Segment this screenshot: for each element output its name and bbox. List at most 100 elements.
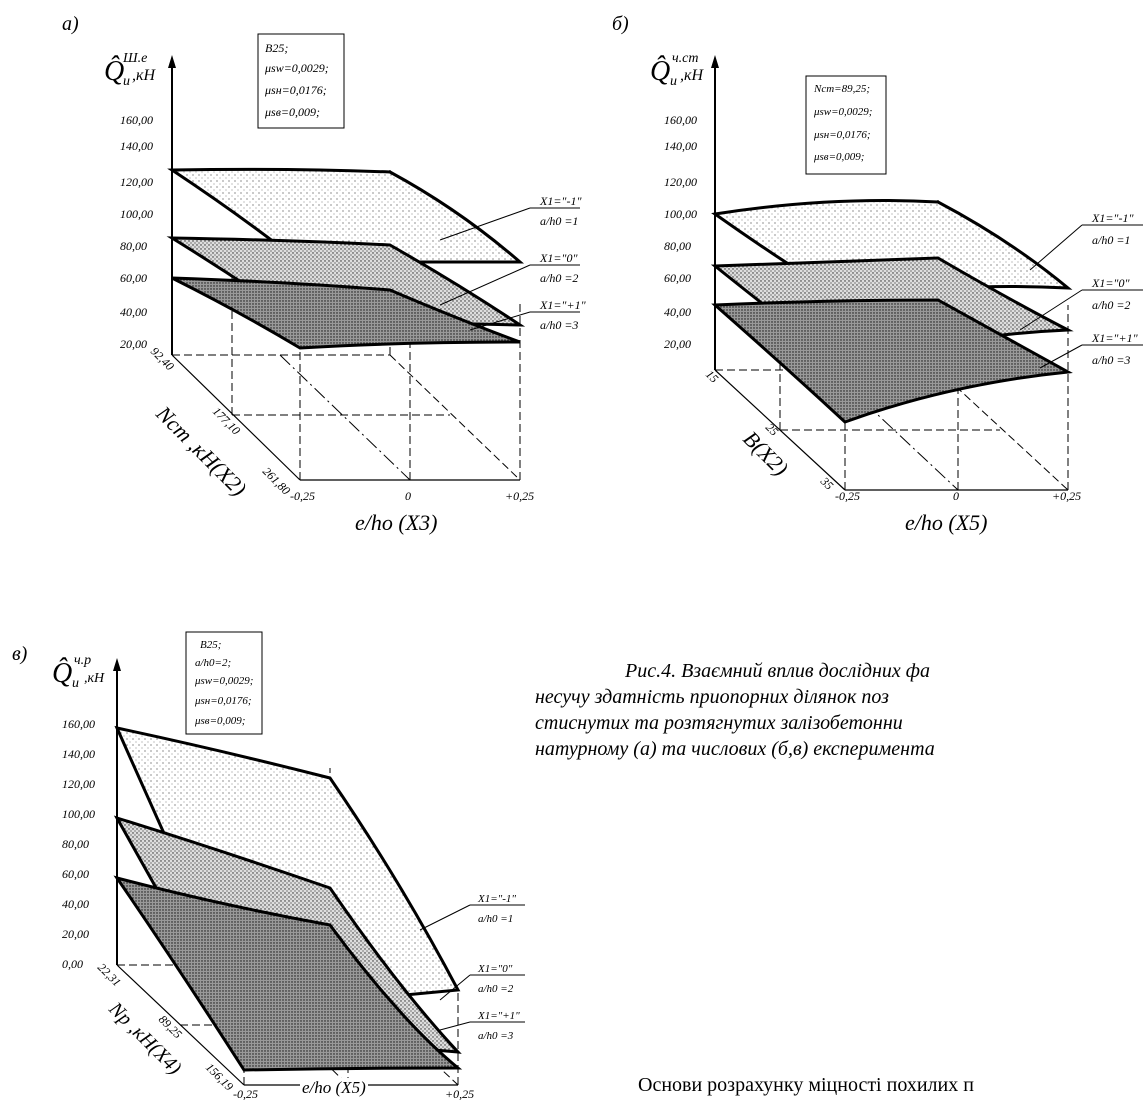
x-tick: +0,25 bbox=[505, 489, 534, 503]
panel-b-letter: б) bbox=[612, 13, 629, 35]
surface-ratio: a/h0 =2 bbox=[1092, 298, 1130, 312]
y-tick: 40,00 bbox=[120, 305, 147, 319]
y-tick: 80,00 bbox=[120, 239, 147, 253]
surface-ratio: a/h0 =3 bbox=[1092, 353, 1130, 367]
panel-c-y-unit: ,кН bbox=[84, 671, 105, 686]
panel-a-callouts bbox=[439, 207, 580, 331]
panel-b-y-ticks: 160,00 140,00 120,00 100,00 80,00 60,00 … bbox=[664, 113, 697, 351]
panel-b-callouts bbox=[1019, 224, 1143, 369]
panel-b-info-line: μsн=0,0176; bbox=[813, 129, 871, 141]
x-tick: +0,25 bbox=[445, 1087, 474, 1100]
x-tick: -0,25 bbox=[233, 1087, 258, 1100]
panel-c-info-line: μsн=0,0176; bbox=[194, 695, 252, 707]
y-tick: 160,00 bbox=[664, 113, 697, 127]
panel-a-y-sub: u bbox=[123, 74, 130, 89]
panel-b-info-line: μsв=0,009; bbox=[813, 151, 864, 163]
figure-caption: Рис.4. Взаємний вплив дослідних фа несуч… bbox=[535, 658, 1143, 762]
surface-ratio: a/h0 =2 bbox=[478, 983, 514, 995]
panel-c-x-label-text: e/ho (X5) bbox=[300, 1078, 368, 1098]
panel-b-surface-bottom bbox=[711, 298, 1073, 424]
surface-label: X1="-1" bbox=[1091, 211, 1134, 225]
surface-label: X1="+1" bbox=[539, 298, 587, 312]
panel-c-info-box bbox=[185, 631, 263, 735]
surface-label: X1="0" bbox=[1091, 276, 1130, 290]
surface-label: X1="-1" bbox=[539, 194, 582, 208]
y-tick: 80,00 bbox=[62, 837, 89, 851]
panel-a-surface-top bbox=[167, 167, 525, 264]
panel-b-y-symbol: Q̂ bbox=[650, 56, 670, 87]
panel-b-y-sub: u bbox=[670, 74, 677, 89]
y-tick: 60,00 bbox=[664, 271, 691, 285]
caption-line: стиснутих та розтягнутих залізобетонни bbox=[535, 712, 903, 734]
panel-c-info-line: a/h0=2; bbox=[195, 657, 231, 669]
surface-label: X1="+1" bbox=[477, 1010, 520, 1022]
depth-tick: 177,10 bbox=[210, 404, 243, 437]
panel-a-info-line: μsв=0,009; bbox=[264, 105, 320, 119]
surface-ratio: a/h0 =2 bbox=[540, 271, 578, 285]
y-tick: 100,00 bbox=[664, 207, 697, 221]
y-tick: 40,00 bbox=[664, 305, 691, 319]
y-tick: 20,00 bbox=[664, 337, 691, 351]
caption-line: натурному (а) та числових (б,в) експерим… bbox=[535, 738, 935, 760]
panel-c-y-ticks: 160,00 140,00 120,00 100,00 80,00 60,00 … bbox=[62, 717, 95, 971]
surface-label: X1="0" bbox=[539, 251, 578, 265]
surface-ratio: a/h0 =1 bbox=[1092, 233, 1130, 247]
y-tick: 120,00 bbox=[664, 175, 697, 189]
panel-a-y-sup: Ш.е bbox=[122, 51, 147, 66]
panel-b-info-line: μsw=0,0029; bbox=[813, 106, 872, 118]
y-tick: 20,00 bbox=[62, 927, 89, 941]
panel-c-info-line: B25; bbox=[200, 639, 221, 651]
panel-a-surface-bottom bbox=[171, 276, 521, 350]
panel-c-letter: в) bbox=[12, 643, 28, 665]
panel-c-surface-bottom bbox=[113, 875, 463, 1072]
panel-a-info-line: B25; bbox=[265, 41, 288, 55]
y-tick: 60,00 bbox=[62, 867, 89, 881]
panel-b-info-line: Nст=89,25; bbox=[813, 83, 870, 95]
x-tick: -0,25 bbox=[835, 489, 860, 503]
panel-a-y-unit: ,кН bbox=[132, 67, 156, 84]
panel-a-info-box bbox=[257, 33, 345, 129]
y-tick: 0,00 bbox=[62, 957, 83, 971]
y-tick: 80,00 bbox=[664, 239, 691, 253]
panel-c-y-sub: u bbox=[72, 676, 79, 691]
surface-label: X1="-1" bbox=[477, 893, 516, 905]
panel-b: б) Q̂ ч.ст u ,кН 160,00 140,00 120,00 10… bbox=[612, 13, 1143, 535]
panel-c-y-arrow bbox=[113, 658, 121, 671]
surface-ratio: a/h0 =1 bbox=[478, 913, 513, 925]
panel-b-y-sup: ч.ст bbox=[672, 51, 699, 66]
panel-a-letter: а) bbox=[62, 13, 79, 35]
panel-c-y-sup: ч.р bbox=[74, 653, 91, 668]
surface-ratio: a/h0 =3 bbox=[478, 1030, 514, 1042]
y-tick: 40,00 bbox=[62, 897, 89, 911]
panel-c-callouts bbox=[419, 904, 525, 1031]
panel-a-info-line: μsw=0,0029; bbox=[264, 61, 329, 75]
y-tick: 140,00 bbox=[664, 139, 697, 153]
surface-ratio: a/h0 =3 bbox=[540, 318, 578, 332]
x-tick: -0,25 bbox=[290, 489, 315, 503]
caption-line: Рис.4. Взаємний вплив дослідних фа bbox=[625, 660, 930, 682]
panel-c-info-line: μsw=0,0029; bbox=[194, 675, 253, 687]
panel-b-y-arrow bbox=[711, 55, 719, 68]
x-tick: 0 bbox=[405, 489, 411, 503]
panel-c: в) Q̂ ч.р u ,кН 160,00 140,00 120,00 100… bbox=[12, 631, 525, 1100]
x-tick: 0 bbox=[953, 489, 959, 503]
panel-a-y-ticks: 160,00 140,00 120,00 100,00 80,00 60,00 … bbox=[120, 113, 153, 351]
y-tick: 160,00 bbox=[62, 717, 95, 731]
y-tick: 100,00 bbox=[120, 207, 153, 221]
depth-tick: 35 bbox=[817, 474, 836, 493]
panel-a-x-label: e/ho (X3) bbox=[355, 510, 437, 535]
panel-b-info-box bbox=[805, 75, 887, 175]
y-tick: 120,00 bbox=[62, 777, 95, 791]
panel-a-info-line: μsн=0,0176; bbox=[264, 83, 327, 97]
panel-b-y-unit: ,кН bbox=[680, 67, 704, 84]
panel-b-x-label: e/ho (X5) bbox=[905, 510, 987, 535]
caption-line: несучу здатність приопорних ділянок поз bbox=[535, 686, 889, 708]
y-tick: 20,00 bbox=[120, 337, 147, 351]
surface-label: X1="+1" bbox=[1091, 331, 1139, 345]
y-tick: 140,00 bbox=[120, 139, 153, 153]
depth-tick: 156,19 bbox=[203, 1060, 236, 1093]
y-tick: 140,00 bbox=[62, 747, 95, 761]
y-tick: 60,00 bbox=[120, 271, 147, 285]
y-tick: 100,00 bbox=[62, 807, 95, 821]
